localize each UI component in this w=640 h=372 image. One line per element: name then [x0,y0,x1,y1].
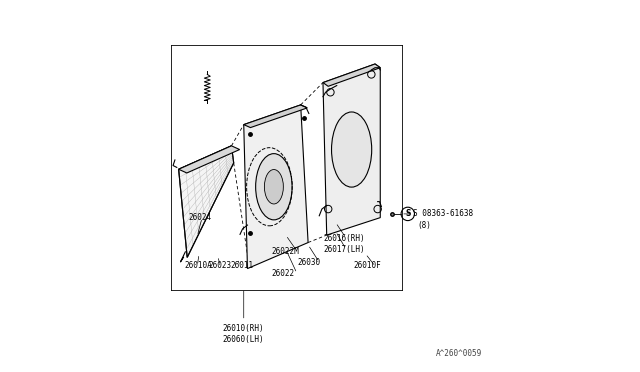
Text: 26030: 26030 [298,258,321,267]
Text: 26010F: 26010F [353,262,381,270]
Text: 26010A: 26010A [184,262,212,270]
Text: 26011: 26011 [230,262,253,270]
Text: 26022M: 26022M [271,247,300,256]
Text: 26022: 26022 [271,269,295,278]
Text: 26024: 26024 [188,213,211,222]
Ellipse shape [264,170,284,204]
Polygon shape [179,146,234,257]
Text: 26010(RH): 26010(RH) [223,324,264,333]
Ellipse shape [332,112,372,187]
Polygon shape [244,105,307,128]
Text: (8): (8) [417,221,431,230]
Text: 26017(LH): 26017(LH) [324,245,365,254]
Polygon shape [179,146,239,173]
Text: S 08363-61638: S 08363-61638 [413,209,473,218]
Ellipse shape [255,154,292,220]
Polygon shape [244,105,308,269]
Polygon shape [323,64,380,235]
Text: 26023: 26023 [209,262,232,270]
Text: 26060(LH): 26060(LH) [223,335,264,344]
Text: A^260^0059: A^260^0059 [436,349,482,358]
Text: 26016(RH): 26016(RH) [324,234,365,243]
Polygon shape [323,64,380,86]
Text: S: S [405,209,410,218]
